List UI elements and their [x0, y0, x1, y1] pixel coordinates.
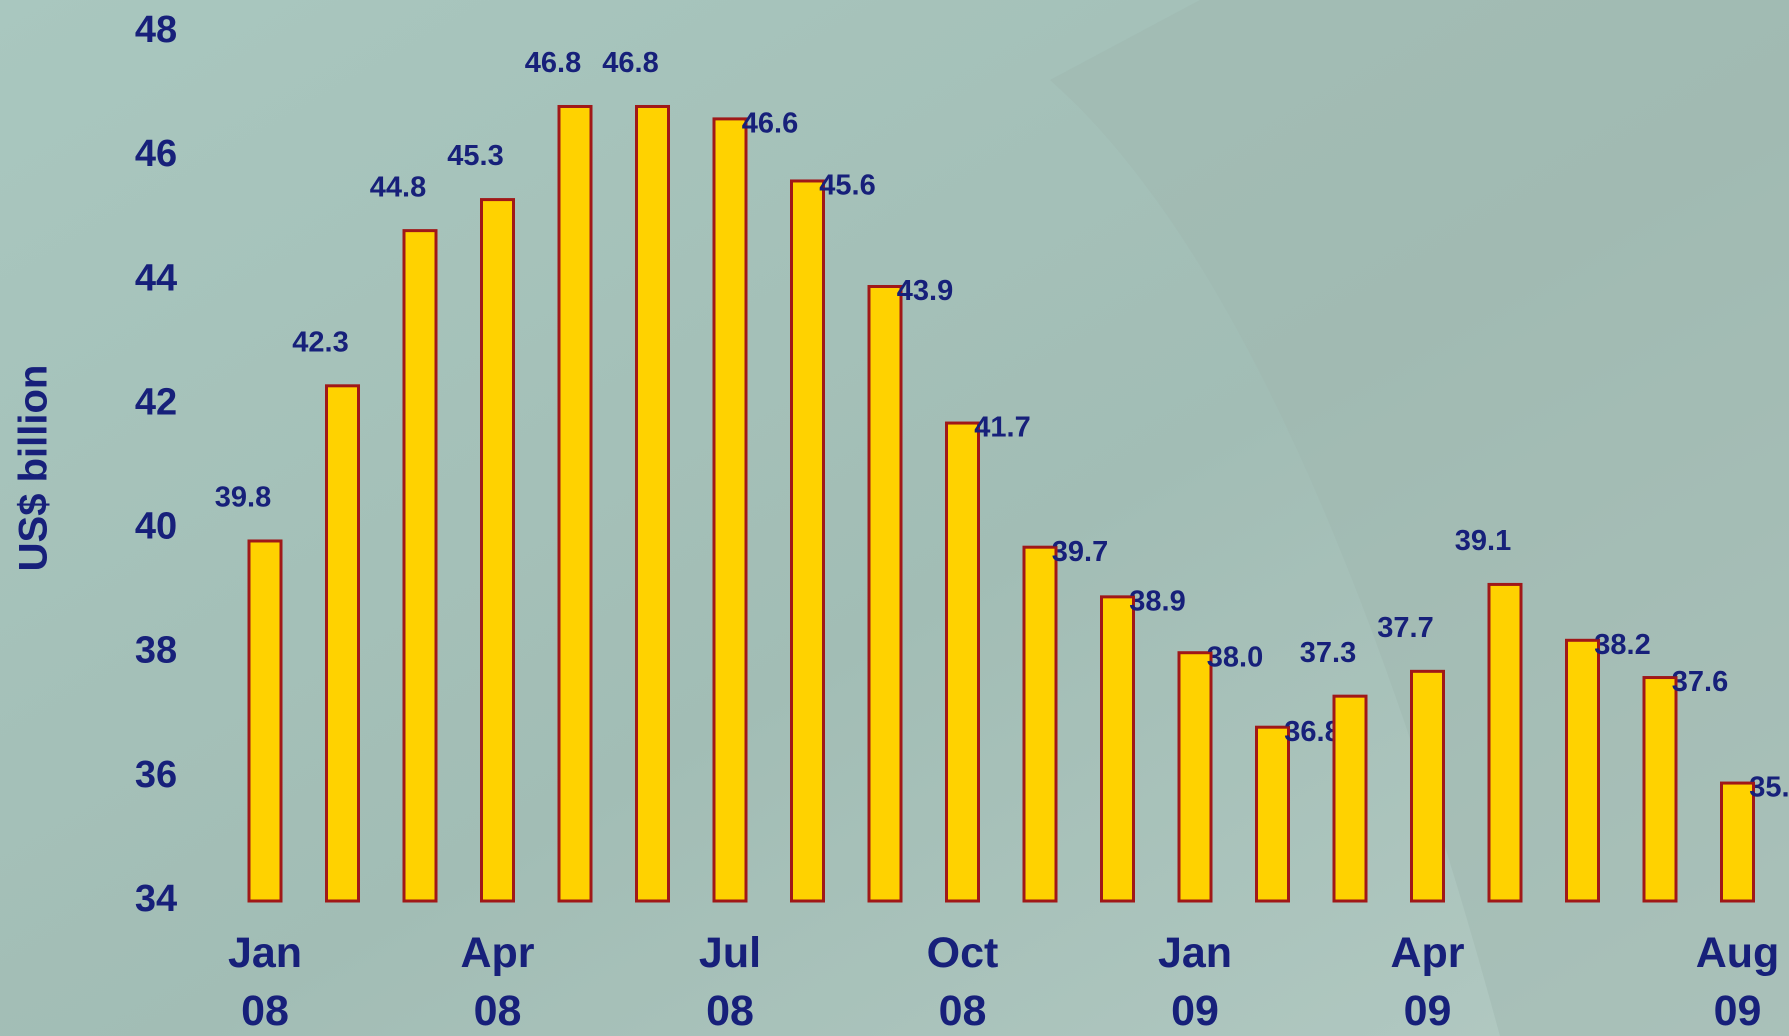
x-tick-label: Jan 08 [228, 929, 302, 1035]
y-tick-label: 48 [135, 9, 177, 51]
value-label: 39.8 [215, 482, 271, 514]
value-label: 45.6 [819, 170, 875, 202]
x-tick-label: Jul 08 [699, 929, 761, 1035]
value-label: 42.3 [292, 326, 348, 358]
x-tick-label: Apr 08 [460, 929, 534, 1035]
y-axis-title: US$ billion [12, 365, 56, 572]
value-label: 46.6 [742, 108, 798, 140]
value-label: 37.6 [1672, 666, 1728, 698]
x-tick-label-line: Jan [228, 929, 302, 977]
value-label: 38.0 [1207, 641, 1263, 673]
bar [790, 179, 825, 903]
y-tick-label: 42 [135, 381, 177, 423]
y-tick-label: 34 [135, 878, 177, 920]
x-tick-label-line: 08 [241, 987, 289, 1035]
bar [635, 104, 670, 903]
bar [1100, 595, 1135, 903]
x-tick-label-line: 09 [1714, 987, 1762, 1035]
x-tick-label: Oct 08 [927, 929, 999, 1035]
value-label: 45.3 [447, 140, 503, 172]
bar [712, 117, 748, 903]
value-label: 37.3 [1300, 637, 1356, 669]
bar [1332, 694, 1368, 903]
value-label: 39.7 [1052, 536, 1108, 568]
x-tick-label: Aug 09 [1696, 929, 1780, 1035]
bar [1177, 651, 1213, 903]
bar [1022, 545, 1058, 903]
bar [1255, 725, 1290, 903]
x-tick-label-line: Jan [1158, 929, 1232, 977]
x-tick-label: Apr 09 [1390, 929, 1464, 1035]
y-tick-label: 36 [135, 754, 177, 796]
x-tick-label-line: 08 [939, 987, 987, 1035]
bar [1487, 582, 1523, 903]
x-tick-label-line: 09 [1171, 987, 1219, 1035]
y-tick-label: 44 [135, 257, 177, 299]
bar [480, 198, 515, 903]
value-label: 35.9 [1749, 772, 1789, 804]
bar [325, 384, 360, 903]
value-label: 39.1 [1455, 525, 1511, 557]
x-tick-label-line: Aug [1696, 929, 1780, 977]
x-tick-label-line: 08 [706, 987, 754, 1035]
bar [557, 104, 593, 903]
value-label: 43.9 [897, 275, 953, 307]
bar [1565, 638, 1600, 903]
value-label: 38.9 [1129, 586, 1185, 618]
value-label: 37.7 [1377, 612, 1433, 644]
bar [945, 421, 980, 903]
value-label: 41.7 [974, 412, 1030, 444]
bar [247, 539, 283, 903]
x-tick-label-line: 09 [1404, 987, 1452, 1035]
value-label: 44.8 [370, 171, 426, 203]
y-tick-label: 40 [135, 506, 177, 548]
y-tick-label: 38 [135, 630, 177, 672]
value-label: 46.8 [602, 47, 658, 79]
bar [1642, 676, 1678, 903]
bar [867, 284, 903, 903]
x-tick-label-line: Jul [699, 929, 761, 977]
value-label: 36.8 [1284, 716, 1340, 748]
value-label: 46.8 [525, 47, 581, 79]
x-tick-label-line: Oct [927, 929, 999, 977]
x-tick-label-line: Apr [460, 929, 534, 977]
x-tick-label: Jan 09 [1158, 929, 1232, 1035]
x-tick-label-line: 08 [474, 987, 522, 1035]
background-decor [1050, 0, 1789, 1036]
bar [1720, 781, 1755, 903]
y-tick-label: 46 [135, 133, 177, 175]
bar [402, 229, 438, 903]
bar [1410, 669, 1445, 903]
x-tick-label-line: Apr [1390, 929, 1464, 977]
value-label: 38.2 [1594, 629, 1650, 661]
